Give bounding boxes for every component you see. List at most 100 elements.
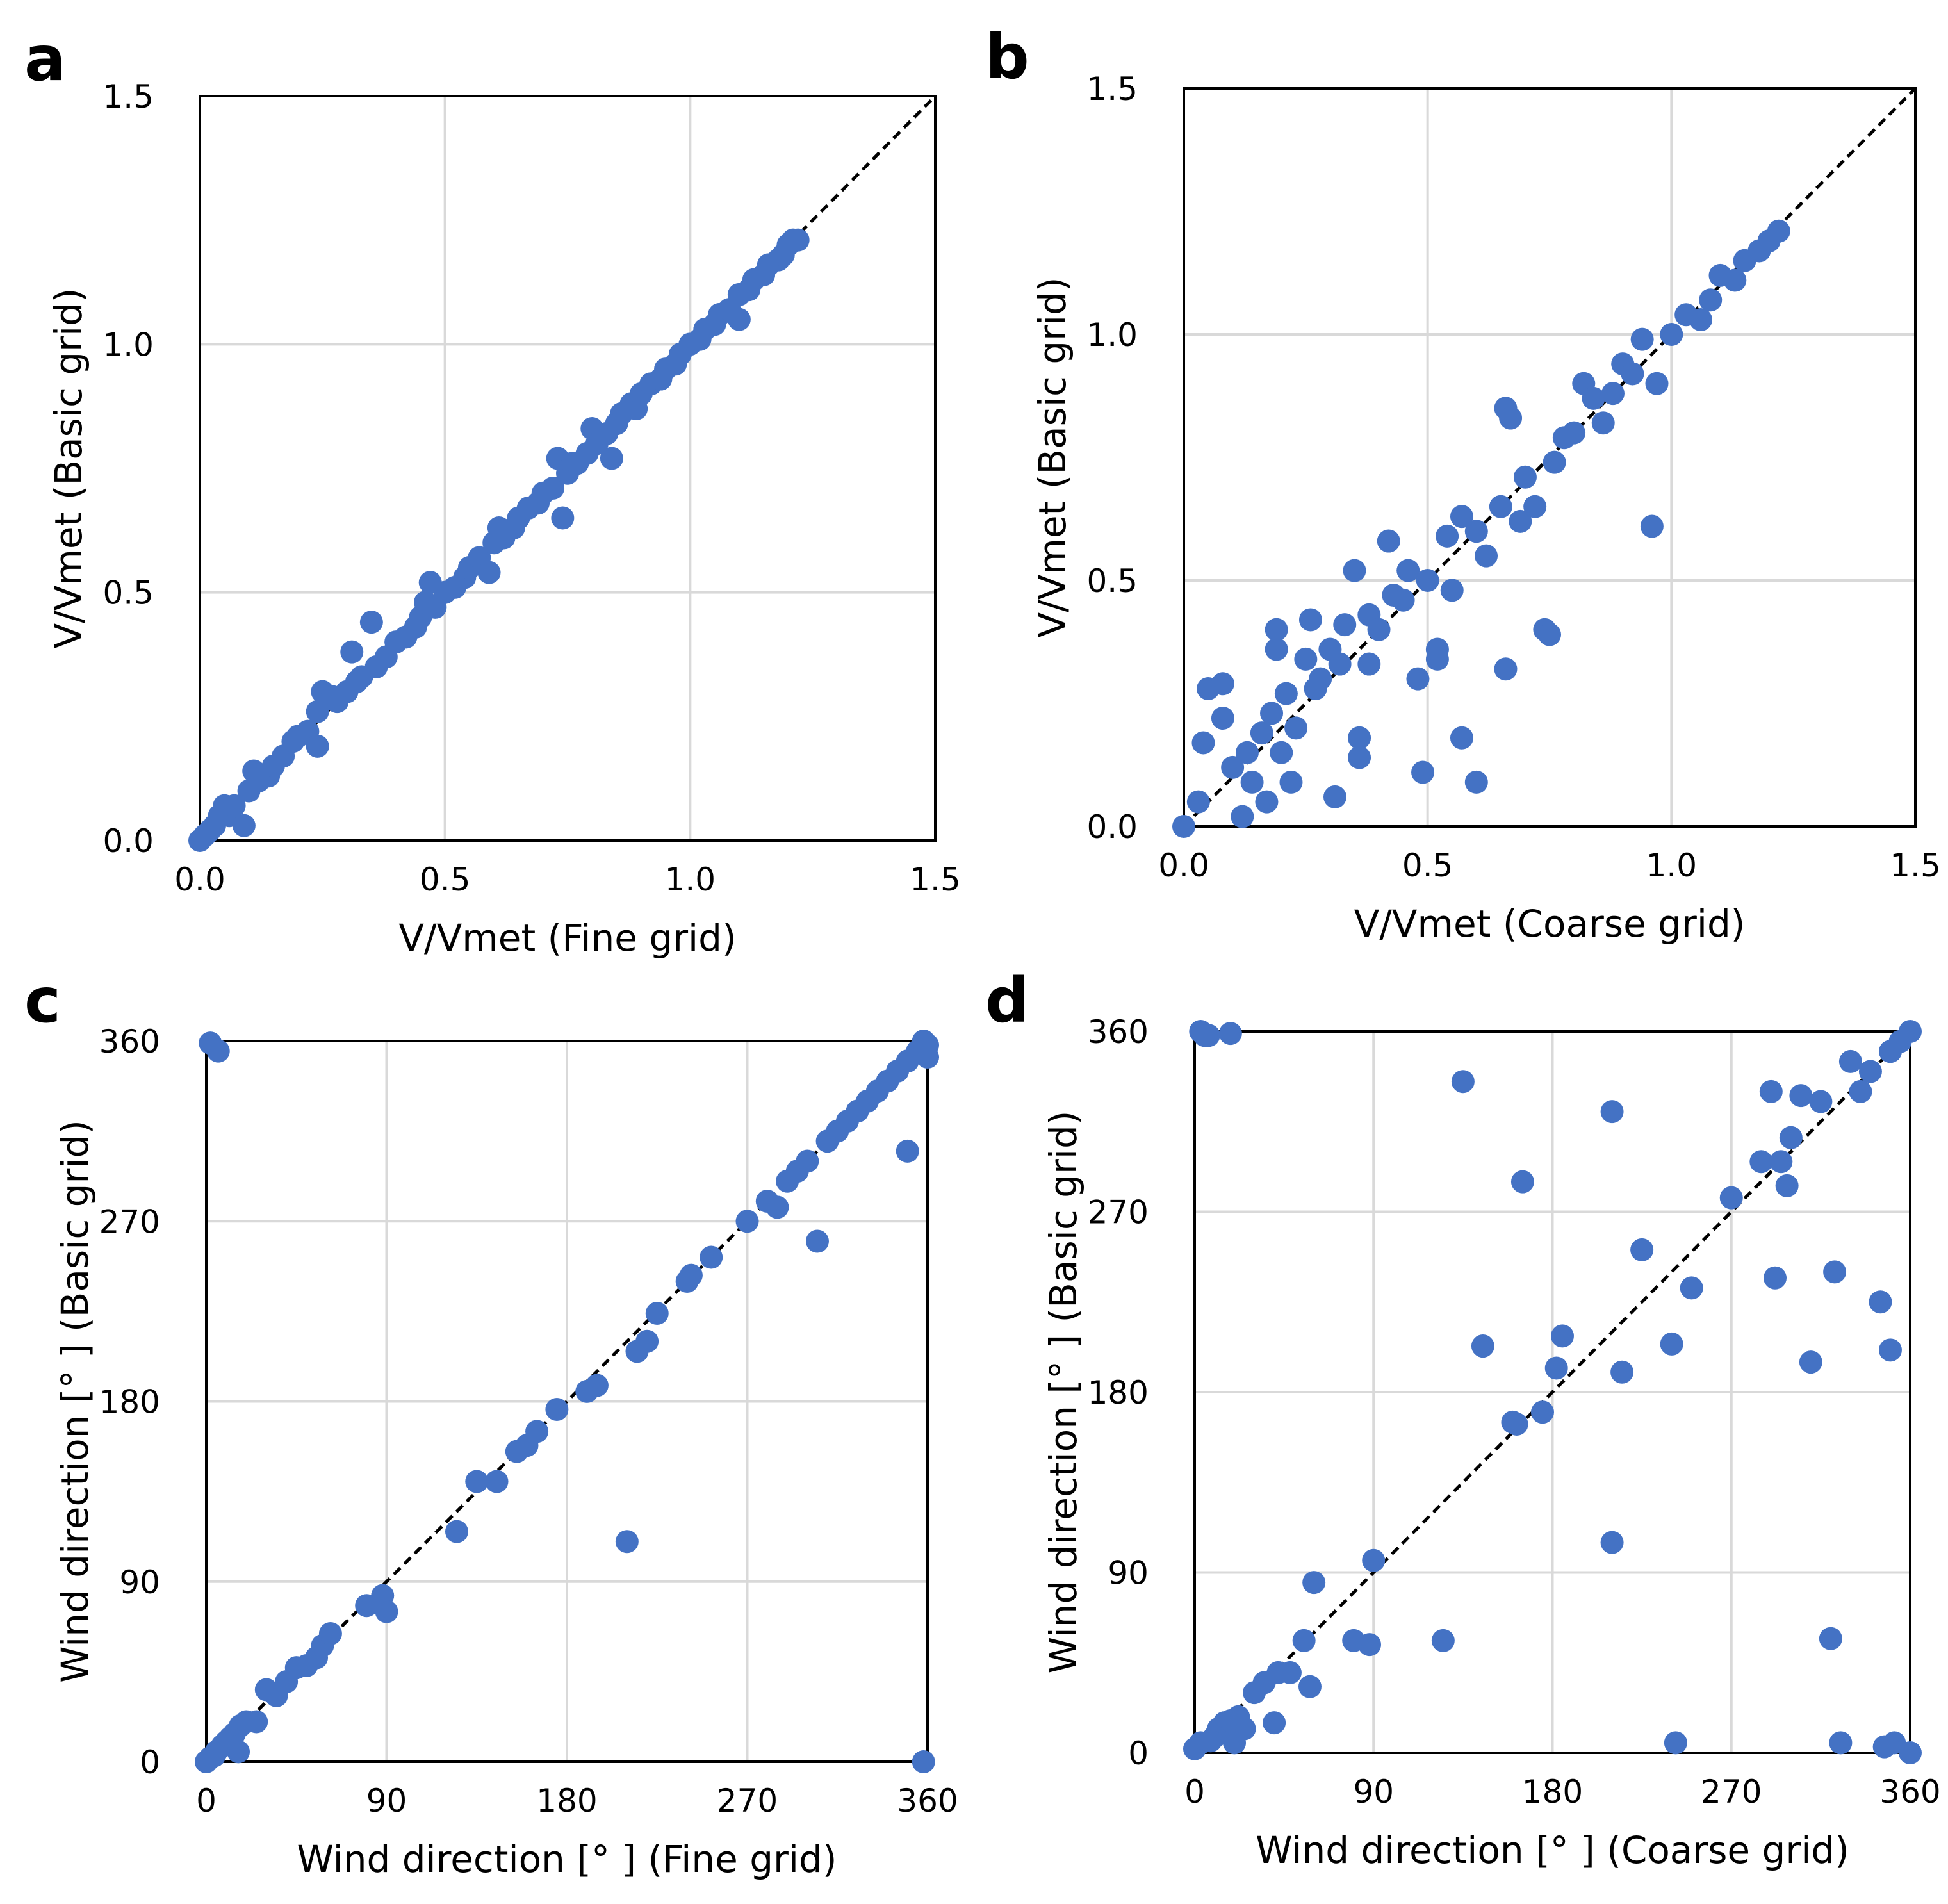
data-point — [1551, 1324, 1575, 1348]
data-point — [912, 1030, 935, 1053]
data-point — [1769, 1150, 1793, 1174]
y-axis-label: V/Vmet (Basic grid) — [47, 288, 90, 648]
data-point — [1600, 1100, 1624, 1124]
data-point — [232, 814, 256, 837]
data-point — [1186, 790, 1210, 814]
data-point — [1211, 707, 1234, 730]
data-point — [545, 1398, 569, 1421]
panel-letter: a — [24, 23, 66, 95]
y-tick-label: 270 — [99, 1203, 160, 1240]
x-tick-label: 180 — [1522, 1773, 1583, 1810]
data-point — [1630, 1238, 1654, 1261]
data-point — [1660, 323, 1683, 346]
data-point — [1838, 1049, 1862, 1073]
data-point — [1323, 785, 1347, 808]
x-tick-label: 0.5 — [1402, 847, 1453, 884]
panel-letter: b — [985, 21, 1029, 93]
data-point — [1543, 450, 1566, 474]
data-point — [1367, 618, 1391, 641]
data-point — [1819, 1627, 1842, 1650]
data-point — [1431, 1629, 1455, 1652]
data-point — [786, 228, 810, 252]
data-point — [1406, 667, 1430, 691]
data-point — [340, 640, 364, 664]
data-point — [1450, 505, 1473, 529]
data-point — [1172, 815, 1195, 838]
y-tick-label: 90 — [1108, 1555, 1149, 1592]
y-tick-label: 0.5 — [102, 575, 154, 612]
identity-line — [1193, 1030, 1911, 1754]
y-tick-label: 90 — [119, 1564, 160, 1601]
y-tick-label: 360 — [99, 1023, 160, 1060]
data-point — [679, 1263, 703, 1287]
data-point — [1499, 406, 1523, 430]
data-point — [1265, 637, 1288, 661]
data-point — [1505, 1413, 1528, 1436]
x-tick-label: 360 — [897, 1782, 958, 1819]
data-point — [1513, 465, 1537, 489]
data-point — [1789, 1084, 1813, 1108]
y-tick-label: 270 — [1088, 1194, 1149, 1231]
data-point — [1779, 1126, 1803, 1149]
data-point — [1231, 805, 1254, 828]
plot-frame — [199, 95, 937, 842]
y-tick-label: 360 — [1088, 1014, 1149, 1051]
x-tick-label: 1.0 — [1646, 847, 1698, 884]
data-point — [615, 1530, 639, 1554]
data-point — [1396, 559, 1420, 582]
panel-letter: d — [985, 965, 1029, 1037]
data-point — [465, 1470, 489, 1493]
x-tick-label: 270 — [1701, 1773, 1762, 1810]
data-point — [375, 1600, 398, 1623]
data-point — [1759, 1079, 1783, 1103]
data-point — [1562, 421, 1586, 445]
data-point — [1764, 1266, 1787, 1290]
data-point — [1309, 667, 1332, 691]
y-tick-label: 1.5 — [1086, 70, 1138, 108]
data-point — [1645, 372, 1669, 395]
data-point — [1333, 613, 1357, 637]
data-point — [206, 1039, 230, 1063]
y-tick-label: 180 — [1088, 1374, 1149, 1411]
data-point — [645, 1302, 669, 1325]
data-point — [735, 1210, 759, 1233]
x-tick-label: 0 — [1184, 1773, 1205, 1810]
y-axis-label: Wind direction [° ] (Basic grid) — [1042, 1111, 1085, 1674]
data-point — [525, 1420, 549, 1443]
y-tick-label: 0.0 — [102, 823, 154, 860]
data-point — [1416, 569, 1439, 592]
data-point — [1601, 382, 1625, 406]
data-point — [1260, 702, 1284, 725]
x-tick-label: 360 — [1879, 1773, 1940, 1810]
data-point — [1377, 529, 1400, 553]
data-point — [796, 1149, 819, 1173]
data-point — [1823, 1260, 1847, 1284]
data-point — [1544, 1356, 1568, 1380]
data-point — [1451, 1070, 1475, 1094]
scatter-panel-b: 0.0 0.5 1.0 1.5 0.0 0.5 1.0 1.5 V/Vmet (Coarse g… — [985, 21, 1941, 946]
data-point — [359, 611, 383, 634]
data-point — [1799, 1350, 1822, 1374]
data-point — [1391, 588, 1415, 612]
x-tick-label: 0 — [196, 1782, 217, 1819]
y-tick-label: 1.5 — [102, 78, 154, 115]
x-tick-label: 0.0 — [174, 861, 225, 898]
scatter-panel-c: 0 90 180 270 360 0 90 180 270 360 Wind direction [… — [24, 965, 958, 1881]
data-point — [1265, 618, 1288, 641]
data-point — [1362, 1548, 1386, 1572]
data-point — [1348, 726, 1371, 750]
data-point — [222, 794, 246, 817]
data-point — [1829, 1731, 1853, 1755]
x-axis-label: V/Vmet (Coarse grid) — [1354, 902, 1746, 946]
panel-letter: c — [24, 965, 61, 1037]
data-point — [1240, 770, 1264, 794]
data-point — [1464, 770, 1488, 794]
data-point — [1255, 790, 1279, 814]
data-point — [306, 700, 329, 723]
x-tick-label: 0.0 — [1158, 847, 1209, 884]
x-axis-label: V/Vmet (Fine grid) — [398, 916, 736, 960]
data-point — [1719, 1186, 1743, 1210]
data-point — [1411, 760, 1435, 784]
x-tick-label: 90 — [366, 1782, 407, 1819]
y-tick-label: 0.5 — [1086, 562, 1138, 600]
